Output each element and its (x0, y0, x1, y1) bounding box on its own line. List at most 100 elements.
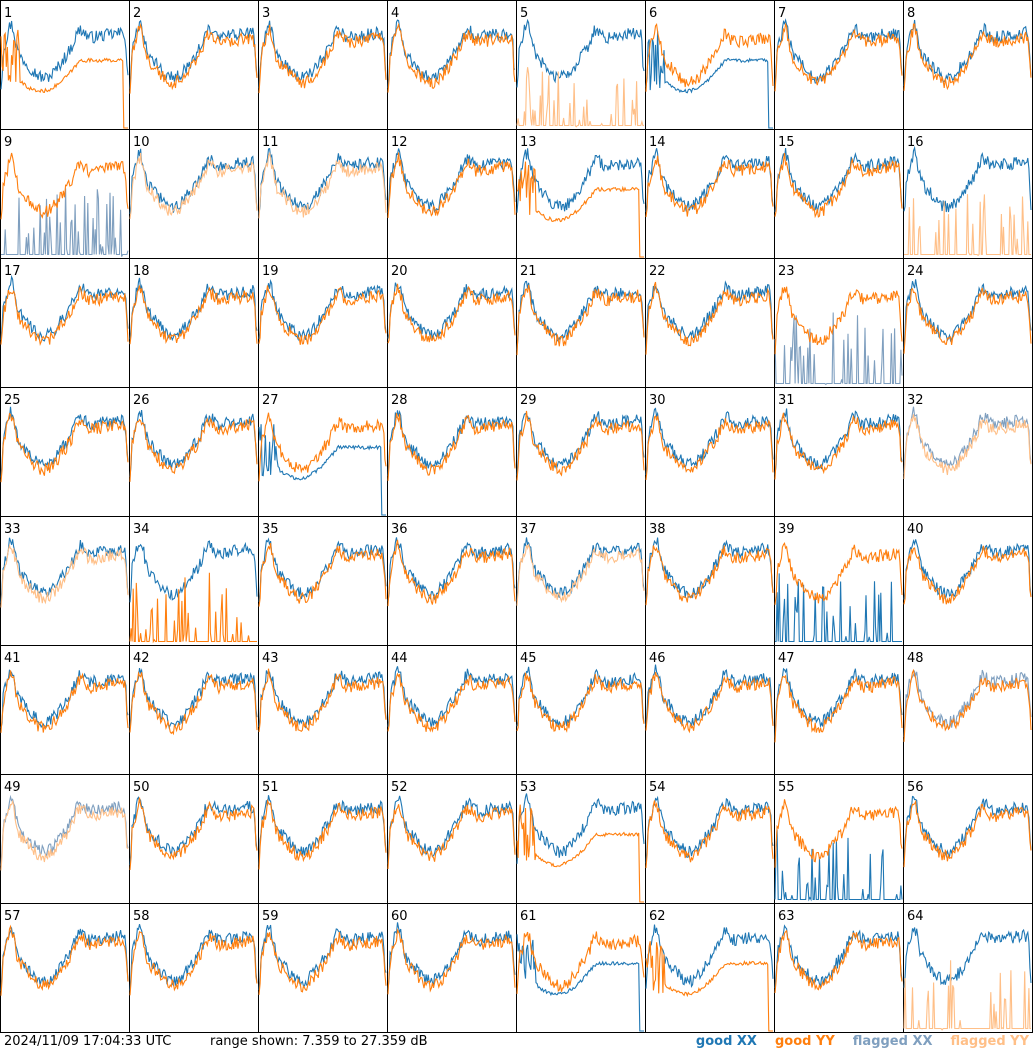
series-good-yy-line (903, 668, 1032, 742)
timestamp: 2024/11/09 17:04:33 UTC (4, 1034, 172, 1049)
series-good-xx-line (645, 30, 773, 129)
panel-number: 55 (778, 780, 795, 795)
series-good-xx-line (129, 277, 258, 342)
series-good-xx-line (516, 148, 645, 213)
series-good-xx-line (645, 924, 774, 989)
series-good-yy-line (258, 668, 387, 733)
panel-13: 13 (516, 129, 646, 259)
panel-number: 13 (520, 135, 537, 150)
series-good-xx-line (516, 18, 645, 88)
series-good-yy-line (774, 674, 903, 743)
series-good-xx-line (516, 793, 645, 864)
series-flagged-yy-line (0, 543, 129, 608)
series-good-yy-line (774, 412, 903, 480)
series-good-xx-line (516, 666, 645, 728)
panel-47: 47 (774, 645, 904, 775)
panel-number: 2 (133, 6, 141, 21)
panel-48: 48 (903, 645, 1033, 775)
panel-16: 16 (903, 129, 1033, 259)
series-good-yy-line (645, 800, 774, 869)
panel-number: 20 (391, 264, 408, 279)
panel-number: 53 (520, 780, 537, 795)
panel-number: 35 (262, 522, 279, 537)
panel-number: 61 (520, 909, 537, 924)
panel-5: 5 (516, 0, 646, 130)
range-text: range shown: 7.359 to 27.359 dB (210, 1034, 428, 1049)
panel-25: 25 (0, 387, 130, 517)
panel-number: 4 (391, 6, 399, 21)
series-good-xx-line (516, 411, 645, 476)
series-good-xx-line (387, 409, 516, 477)
series-good-xx-line (645, 795, 774, 864)
series-good-yy-line (387, 804, 516, 870)
panel-11: 11 (258, 129, 388, 259)
panel-number: 60 (391, 909, 408, 924)
panel-number: 57 (4, 909, 21, 924)
series-good-xx-line (903, 19, 1032, 87)
panel-57: 57 (0, 903, 130, 1033)
series-good-xx-line (258, 924, 387, 991)
series-good-xx-line (645, 148, 774, 213)
panel-12: 12 (387, 129, 517, 259)
series-flagged-yy-line (903, 414, 1032, 480)
series-good-xx-line (0, 20, 129, 90)
series-flagged-xx-line (903, 669, 1032, 738)
series-good-yy-line (258, 24, 387, 94)
series-good-xx-line (903, 145, 1032, 213)
panel-21: 21 (516, 258, 646, 388)
panel-15: 15 (774, 129, 904, 259)
panel-number: 30 (649, 393, 666, 408)
panel-42: 42 (129, 645, 259, 775)
series-good-yy-line (774, 541, 903, 605)
series-good-xx-line (258, 424, 386, 516)
series-good-xx-line (258, 670, 387, 729)
series-good-xx-line (0, 669, 129, 730)
panel-35: 35 (258, 516, 388, 646)
panel-17: 17 (0, 258, 130, 388)
series-good-xx-line (129, 667, 258, 730)
panel-number: 48 (907, 651, 924, 666)
series-good-yy-line (387, 283, 516, 344)
panel-number: 42 (133, 651, 150, 666)
series-good-xx-line (645, 537, 774, 601)
series-good-yy-line (258, 798, 387, 870)
panel-number: 24 (907, 264, 924, 279)
series-good-yy-line (645, 155, 774, 218)
panel-number: 45 (520, 651, 537, 666)
series-good-xx-line (258, 537, 387, 602)
panel-number: 21 (520, 264, 537, 279)
panel-31: 31 (774, 387, 904, 517)
panel-32: 32 (903, 387, 1033, 517)
panel-8: 8 (903, 0, 1033, 130)
panel-number: 14 (649, 135, 666, 150)
panel-number: 37 (520, 522, 537, 537)
legend: good XX good YY flagged XX flagged YY (696, 1034, 1029, 1049)
panel-51: 51 (258, 774, 388, 904)
series-good-yy-line (645, 672, 774, 734)
series-good-xx-line (129, 19, 258, 89)
legend-good-xx: good XX (695, 1034, 757, 1049)
series-good-xx-line (516, 934, 644, 1032)
panel-45: 45 (516, 645, 646, 775)
panel-24: 24 (903, 258, 1033, 388)
panel-number: 9 (4, 135, 12, 150)
series-good-xx-line (258, 20, 387, 89)
panel-number: 38 (649, 522, 666, 537)
panel-39: 39 (774, 516, 904, 646)
panel-number: 26 (133, 393, 150, 408)
series-good-yy-line (645, 281, 774, 355)
panel-59: 59 (258, 903, 388, 1033)
panel-22: 22 (645, 258, 775, 388)
series-good-xx-line (774, 408, 903, 475)
panel-36: 36 (387, 516, 517, 646)
panel-55: 55 (774, 774, 904, 904)
series-good-xx-line (645, 664, 774, 727)
series-flagged-xx-line (1, 188, 129, 257)
series-flagged-yy-line (516, 67, 644, 128)
series-good-yy-line (258, 543, 387, 607)
series-good-yy-line (0, 29, 128, 129)
legend-flagged-xx: flagged XX (852, 1034, 933, 1049)
series-flagged-yy-line (258, 152, 387, 219)
panel-58: 58 (129, 903, 259, 1033)
panel-38: 38 (645, 516, 775, 646)
